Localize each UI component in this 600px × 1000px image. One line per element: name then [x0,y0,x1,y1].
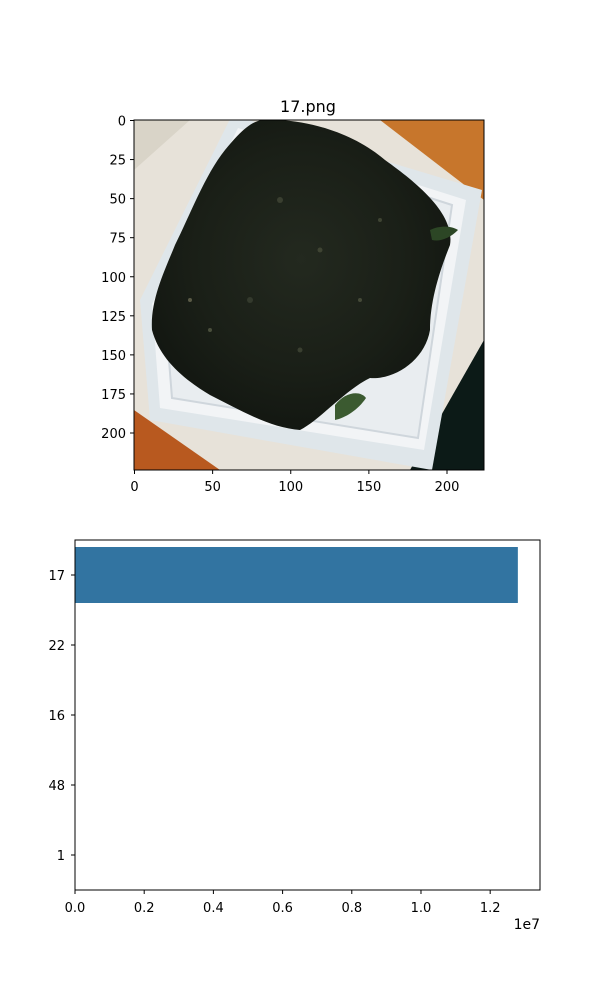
image-x-tick-label: 200 [435,480,460,495]
image-content [134,120,484,470]
bar-y-tick-label: 48 [48,779,65,794]
image-y-tick-label: 100 [101,271,126,286]
image-x-ticks: 0 50 100 150 200 [130,470,459,495]
bar-x-tick-label: 1.2 [480,901,501,916]
image-x-tick-label: 0 [130,480,138,495]
image-y-tick-label: 150 [101,349,126,364]
bar-y-tick-label: 16 [48,709,65,724]
image-y-tick-label: 75 [109,232,126,247]
image-x-tick-label: 150 [356,480,381,495]
bar-x-tick-label: 0.2 [134,901,155,916]
bar-y-tick-label: 1 [57,849,65,864]
image-y-tick-label: 125 [101,310,126,325]
x-axis-offset-label: 1e7 [514,917,540,933]
image-x-tick-label: 50 [204,480,221,495]
image-y-tick-label: 50 [109,193,126,208]
image-title: 17.png [280,97,336,116]
bar-subplot: 17 22 16 48 1 0.0 0.2 0.4 0.6 0.8 1.0 1.2 1e7 [48,539,541,933]
image-y-tick-label: 200 [101,427,126,442]
bar-x-tick-label: 0.8 [341,901,362,916]
image-y-ticks: 0 25 50 75 100 125 150 175 200 [101,115,134,442]
bar-y-ticks: 17 22 16 48 1 [48,569,75,864]
bar-17 [75,547,518,603]
image-x-tick-label: 100 [278,480,303,495]
image-subplot: 17.png [101,97,485,495]
bar-x-tick-label: 0.4 [203,901,224,916]
bar-y-tick-label: 17 [48,569,65,584]
bar-x-ticks: 0.0 0.2 0.4 0.6 0.8 1.0 1.2 [65,890,501,916]
image-y-tick-label: 175 [101,388,126,403]
image-frame [133,119,485,471]
bar-x-tick-label: 0.0 [65,901,86,916]
image-y-tick-label: 25 [109,154,126,169]
bar-x-tick-label: 1.0 [411,901,432,916]
bar-y-tick-label: 22 [48,639,65,654]
image-y-tick-label: 0 [118,115,126,130]
bar-x-tick-label: 0.6 [272,901,293,916]
bar-series [75,547,518,603]
